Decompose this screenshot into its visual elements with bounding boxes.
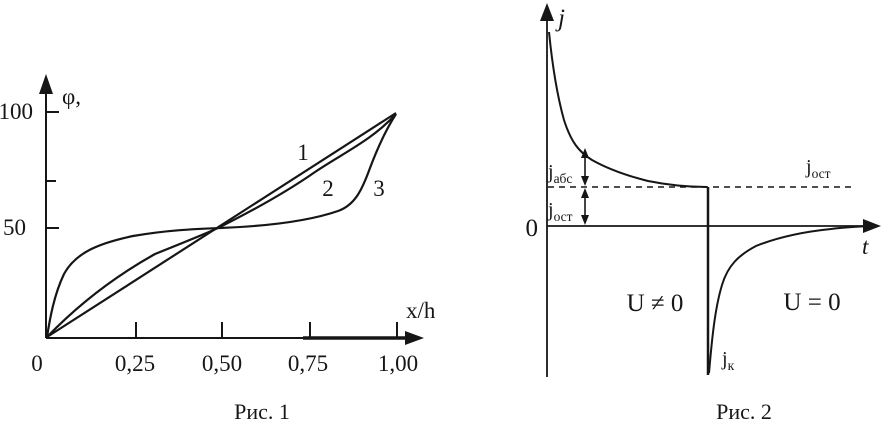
fig2-polarization-curve — [548, 31, 708, 188]
fig2-j-abs-label: jабс — [547, 161, 572, 186]
fig2-u-nonzero-label: U ≠ 0 — [627, 290, 684, 317]
fig2-j-abs-arrow-down-icon — [581, 176, 589, 186]
fig2-origin-label: 0 — [526, 215, 539, 242]
fig2-j-ost-arrow-up-icon — [581, 188, 589, 198]
fig2-y-axis-label: j — [555, 5, 565, 32]
fig2-y-axis-arrow-icon — [540, 3, 554, 21]
fig1-caption: Рис. 1 — [234, 399, 290, 424]
fig1-x-axis-label: x/h — [406, 298, 436, 323]
fig2-x-axis-label: t — [862, 234, 869, 259]
fig2-j-ost-measure-arrow — [581, 188, 589, 225]
fig2-j-abs-measure-arrow — [581, 148, 589, 186]
fig1-ytick-label-50: 50 — [3, 215, 26, 240]
fig1-curve-1-label: 1 — [297, 140, 309, 165]
fig2-u-zero-label: U = 0 — [783, 289, 840, 316]
figure-2: j 0 t jабс jост jост jк U ≠ 0 U = 0 Рис.… — [526, 3, 881, 424]
fig1-curve-3 — [45, 113, 397, 338]
figure-1: 100 50 φ, x/h 0 0,25 0,50 0,75 1,00 1 2 … — [0, 74, 436, 424]
fig2-j-abs-arrow-up-icon — [581, 148, 589, 158]
fig1-xtick-label-050: 0,50 — [202, 351, 242, 376]
fig1-xtick-label-075: 0,75 — [288, 351, 328, 376]
fig1-curve-1 — [46, 112, 397, 338]
fig1-xtick-label-025: 0,25 — [115, 351, 155, 376]
fig1-xtick-label-0: 0 — [31, 351, 43, 376]
fig1-curve-2-label: 2 — [322, 176, 334, 201]
fig2-j-ost-right-label: jост — [805, 156, 831, 181]
fig2-j-ost-arrow-down-icon — [581, 215, 589, 225]
fig2-depolarization-curve — [708, 225, 867, 374]
fig1-ytick-label-100: 100 — [0, 99, 33, 124]
fig1-curve-3-label: 3 — [373, 176, 385, 201]
fig2-j-ost-left-label: jост — [547, 199, 573, 224]
fig2-caption: Рис. 2 — [716, 399, 772, 424]
fig2-x-axis-arrow-icon — [863, 219, 881, 233]
fig1-y-axis-label: φ, — [62, 84, 81, 109]
fig1-x-axis-arrow-icon — [405, 331, 424, 345]
fig1-xtick-label-100: 1,00 — [378, 351, 418, 376]
fig2-j-k-label: jк — [721, 348, 735, 373]
fig1-y-axis-arrow-icon — [39, 74, 53, 94]
